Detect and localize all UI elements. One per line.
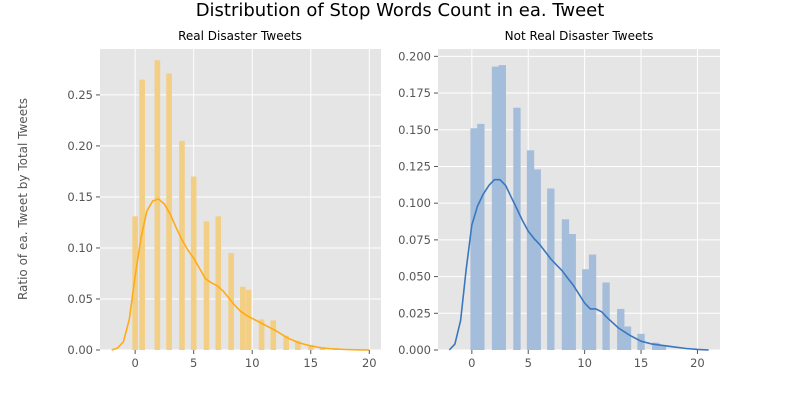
right-kde-line (448, 178, 709, 351)
right-y-tick-label: 0.025 (398, 306, 431, 320)
left-subplot-title: Real Disaster Tweets (178, 29, 302, 43)
right-plot-area: 0 5 10 15 20 0.000 0.025 0.050 0.075 0.100 0.125 0.… (398, 49, 720, 370)
shared-y-axis-label: Ratio of ea. Tweet by Total Tweets (16, 98, 30, 300)
figure-suptitle: Distribution of Stop Words Count in ea. … (196, 0, 605, 21)
right-histogram-bar (491, 66, 500, 351)
right-histogram-bar (470, 128, 478, 350)
left-x-tick-label: 5 (190, 356, 197, 370)
left-subplot: Real Disaster Tweets 0 5 10 15 20 0.00 0.05 0.1… (67, 29, 381, 370)
right-x-tick-label: 0 (468, 356, 475, 370)
right-x-tick-label: 20 (690, 356, 705, 370)
left-y-tick-label: 0.05 (67, 292, 93, 306)
right-y-tick-label: 0.050 (398, 270, 431, 284)
left-y-tick-label: 0.20 (67, 139, 93, 153)
right-histogram-bar (561, 219, 570, 350)
left-histogram-bar (139, 79, 145, 350)
right-histogram-bar (582, 269, 590, 350)
right-y-tick-label: 0.150 (398, 123, 431, 137)
right-histogram-bar (588, 254, 597, 350)
right-plot-background (438, 49, 720, 350)
left-x-tick-label: 15 (303, 356, 318, 370)
right-histogram-bar (498, 65, 506, 351)
right-histogram-bar (547, 188, 555, 350)
left-y-tick-label: 0.10 (67, 241, 93, 255)
left-histogram-bar (154, 60, 161, 351)
left-histogram-bar (132, 216, 138, 350)
left-plot-area: 0 5 10 15 20 0.00 0.05 0.10 0.15 0.20 0.25 (67, 49, 381, 370)
right-subplot-title: Not Real Disaster Tweets (505, 29, 654, 43)
right-y-tick-label: 0.200 (398, 49, 431, 63)
left-x-tick-label: 0 (131, 356, 138, 370)
left-y-tick-label: 0.25 (67, 88, 93, 102)
right-y-tick-label: 0.175 (398, 86, 431, 100)
left-histogram-bar (283, 335, 289, 350)
right-histogram-bar (623, 326, 632, 350)
left-x-tick-label: 10 (245, 356, 260, 370)
right-histogram-bar (568, 234, 576, 350)
right-y-tick-label: 0.125 (398, 159, 431, 173)
right-histogram-bar (477, 123, 485, 350)
left-y-tick-label: 0.00 (67, 343, 93, 357)
left-histogram-bar (203, 221, 210, 350)
right-subplot: Not Real Disaster Tweets 0 5 10 15 20 0.000 0.… (398, 29, 720, 370)
left-histogram-bar (245, 289, 252, 350)
left-histogram-bar (215, 216, 222, 350)
left-x-tick-label: 20 (362, 356, 377, 370)
left-histogram-bar (240, 286, 246, 350)
left-histogram-bar (190, 176, 197, 350)
right-histogram-bar (652, 342, 660, 350)
left-histogram-bar (270, 320, 277, 350)
right-x-tick-label: 15 (634, 356, 649, 370)
right-y-tick-label: 0.075 (398, 233, 431, 247)
right-y-tick-label: 0.100 (398, 196, 431, 210)
left-kde-line (111, 198, 370, 351)
left-histogram-bar (179, 140, 185, 350)
right-x-tick-label: 5 (525, 356, 532, 370)
right-y-tick-label: 0.000 (398, 343, 431, 357)
right-histogram-bar (658, 345, 667, 350)
left-y-tick-label: 0.15 (67, 190, 93, 204)
right-x-tick-label: 10 (577, 356, 592, 370)
left-histogram-bar (307, 344, 314, 350)
right-histogram-bar (526, 150, 535, 350)
left-histogram-bar (258, 319, 265, 350)
right-histogram-bar (533, 169, 541, 350)
right-histogram-bar (513, 107, 521, 350)
left-histogram-bar (295, 340, 301, 350)
